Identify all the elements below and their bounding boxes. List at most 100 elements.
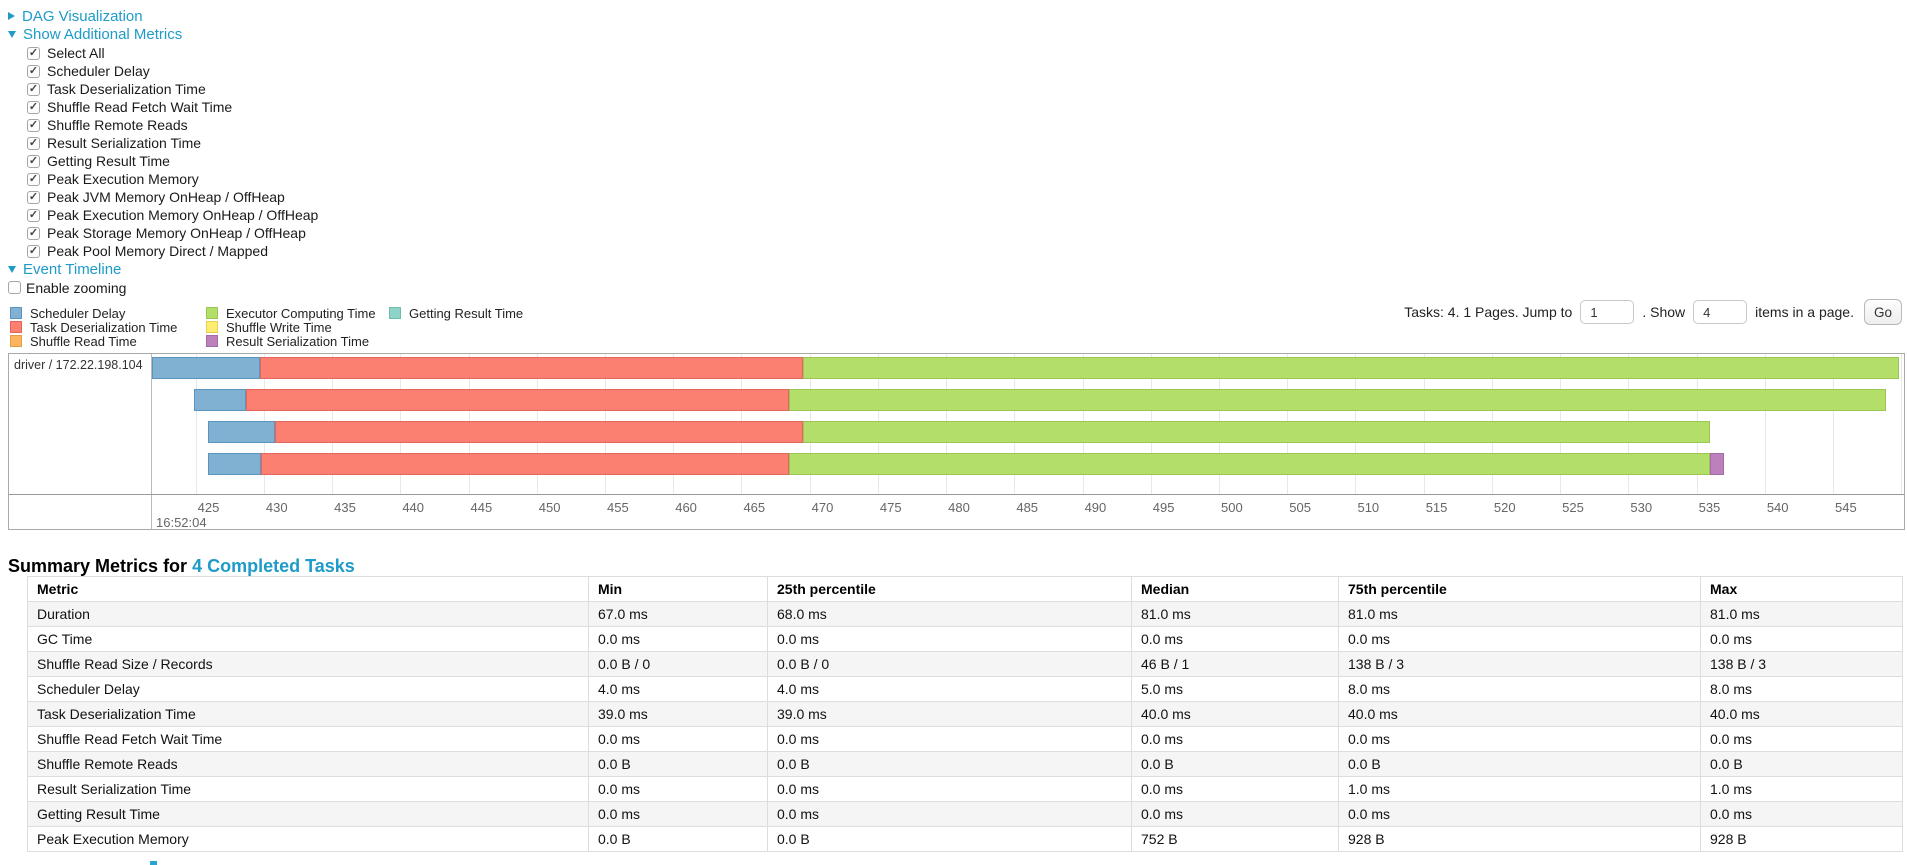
metric-value-cell: 0.0 ms [767, 726, 1132, 752]
items-per-page-input[interactable] [1693, 300, 1748, 324]
completed-tasks-link[interactable]: 4 Completed Tasks [192, 555, 355, 576]
column-header: Max [1700, 576, 1903, 602]
axis-tick-label: 510 [1357, 500, 1380, 515]
metric-name-cell: Getting Result Time [27, 801, 589, 827]
dag-visualization-link[interactable]: DAG Visualization [22, 7, 143, 25]
column-header: 25th percentile [767, 576, 1132, 602]
task-bar-segment-deserialization[interactable] [259, 357, 803, 379]
task-bar-segment-scheduler[interactable] [207, 421, 275, 443]
summary-metrics-title: Summary Metrics for 4 Completed Tasks [8, 556, 355, 577]
executor-row-label: driver / 172.22.198.104 [9, 354, 152, 529]
task-bar-segment-deserialization[interactable] [274, 421, 803, 443]
axis-tick-label: 495 [1152, 500, 1175, 515]
metric-value-cell: 0.0 B / 0 [588, 651, 768, 677]
axis-tick-label: 490 [1084, 500, 1107, 515]
items-in-page-label: items in a page. [1755, 304, 1854, 320]
axis-tick-label: 500 [1221, 500, 1243, 515]
metric-checkbox[interactable]: ✓ [27, 46, 40, 60]
metric-checkbox-label: Scheduler Delay [47, 63, 150, 79]
metric-checkbox-row: ✓ Getting Result Time [27, 152, 318, 170]
legend-swatch-computing [206, 307, 218, 319]
legend-item: Shuffle Write Time [206, 320, 376, 335]
metric-value-cell: 68.0 ms [767, 601, 1132, 627]
show-additional-metrics-section[interactable]: Show Additional Metrics [8, 25, 183, 43]
timeline-plot-area [152, 354, 1904, 494]
task-bar-segment-serialization[interactable] [1710, 453, 1724, 475]
metric-value-cell: 928 B [1338, 826, 1701, 852]
metric-value-cell: 0.0 B [1131, 751, 1339, 777]
metric-checkbox-row: ✓ Peak JVM Memory OnHeap / OffHeap [27, 188, 318, 206]
axis-tick-label: 460 [675, 500, 697, 515]
gridline [195, 354, 197, 494]
metric-checkbox[interactable]: ✓ [27, 244, 40, 258]
axis-tick-label: 475 [879, 500, 902, 515]
summary-title-text: Summary Metrics for [8, 555, 193, 576]
table-row: Shuffle Read Size / Records 0.0 B / 0 0.0 … [27, 651, 1903, 677]
metric-value-cell: 0.0 B [767, 751, 1132, 777]
metric-value-cell: 0.0 ms [588, 776, 768, 802]
metric-checkbox[interactable]: ✓ [27, 82, 40, 96]
legend-swatch-getting_result [389, 307, 401, 319]
legend-column: Scheduler Delay Task Deserialization Time… [10, 306, 177, 349]
cutoff-content-sliver [150, 861, 157, 865]
metric-checkbox[interactable]: ✓ [27, 172, 40, 186]
legend-label: Getting Result Time [409, 305, 524, 321]
table-row: Result Serialization Time 0.0 ms 0.0 ms 0.0… [27, 776, 1903, 802]
metric-value-cell: 1.0 ms [1338, 776, 1701, 802]
axis-tick-label: 465 [743, 500, 766, 515]
metric-value-cell: 8.0 ms [1700, 676, 1903, 702]
legend-column: Getting Result Time [389, 305, 524, 321]
axis-tick-label: 435 [334, 500, 356, 515]
metric-value-cell: 4.0 ms [588, 676, 768, 702]
metric-value-cell: 39.0 ms [588, 701, 768, 727]
axis-tick-label: 470 [811, 500, 834, 515]
metric-name-cell: Peak Execution Memory [27, 826, 589, 852]
axis-tick-label: 530 [1630, 500, 1653, 515]
timeline-axis: 16:52:04 425 430 435 440 445 450 455 460 465 470 4… [9, 494, 1904, 529]
metric-checkbox[interactable]: ✓ [27, 154, 40, 168]
axis-tick-label: 430 [265, 500, 288, 515]
task-bar-segment-computing[interactable] [789, 389, 1887, 411]
task-bar-segment-deserialization[interactable] [246, 389, 790, 411]
metric-checkbox-label: Peak Execution Memory OnHeap / OffHeap [47, 207, 319, 223]
task-bar-segment-computing[interactable] [802, 357, 1899, 379]
event-timeline-section[interactable]: Event Timeline [8, 260, 122, 278]
go-button[interactable]: Go [1863, 299, 1902, 325]
show-additional-metrics-link[interactable]: Show Additional Metrics [23, 25, 183, 43]
metric-value-cell: 0.0 B [588, 826, 768, 852]
metric-checkbox[interactable]: ✓ [27, 136, 40, 150]
enable-zooming-label: Enable zooming [26, 279, 127, 296]
legend-item: Scheduler Delay [10, 306, 177, 321]
task-bar-segment-deserialization[interactable] [261, 453, 790, 475]
metric-checkbox-list: ✓ Select All ✓ Scheduler Delay ✓ Task Deseria… [27, 44, 318, 260]
dag-visualization-section[interactable]: DAG Visualization [8, 7, 143, 25]
event-timeline-link[interactable]: Event Timeline [23, 260, 122, 278]
task-bar-segment-scheduler[interactable] [152, 357, 260, 379]
metric-value-cell: 67.0 ms [588, 601, 768, 627]
axis-time-label: 16:52:04 [156, 515, 207, 529]
metric-value-cell: 0.0 ms [1700, 726, 1903, 752]
metric-checkbox-row: ✓ Peak Storage Memory OnHeap / OffHeap [27, 224, 318, 242]
task-bar-segment-computing[interactable] [802, 421, 1711, 443]
metric-value-cell: 81.0 ms [1338, 601, 1701, 627]
legend-label: Executor Computing Time [226, 305, 376, 321]
metric-checkbox[interactable]: ✓ [27, 190, 40, 204]
metric-checkbox[interactable]: ✓ [27, 208, 40, 222]
metric-checkbox[interactable]: ✓ [27, 100, 40, 114]
jump-to-page-input[interactable] [1580, 300, 1635, 324]
task-bar-segment-scheduler[interactable] [194, 389, 247, 411]
table-row: GC Time 0.0 ms 0.0 ms 0.0 ms 0.0 ms 0.0 ms [27, 626, 1903, 652]
metric-checkbox-label: Shuffle Read Fetch Wait Time [47, 99, 233, 115]
task-bar-segment-scheduler[interactable] [207, 453, 262, 475]
enable-zooming-checkbox[interactable] [8, 281, 21, 294]
axis-tick-label: 515 [1425, 500, 1448, 515]
task-bar-segment-computing[interactable] [789, 453, 1711, 475]
metric-value-cell: 81.0 ms [1131, 601, 1339, 627]
metric-checkbox-row: ✓ Scheduler Delay [27, 62, 318, 80]
metric-checkbox[interactable]: ✓ [27, 118, 40, 132]
metric-checkbox[interactable]: ✓ [27, 226, 40, 240]
metric-value-cell: 138 B / 3 [1338, 651, 1701, 677]
metric-checkbox-row: ✓ Select All [27, 44, 318, 62]
metric-checkbox[interactable]: ✓ [27, 64, 40, 78]
